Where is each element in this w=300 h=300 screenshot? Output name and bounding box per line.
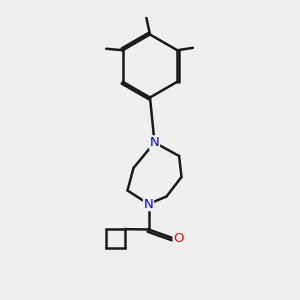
Text: N: N — [150, 136, 159, 149]
Text: N: N — [144, 197, 153, 211]
Text: O: O — [173, 232, 184, 245]
